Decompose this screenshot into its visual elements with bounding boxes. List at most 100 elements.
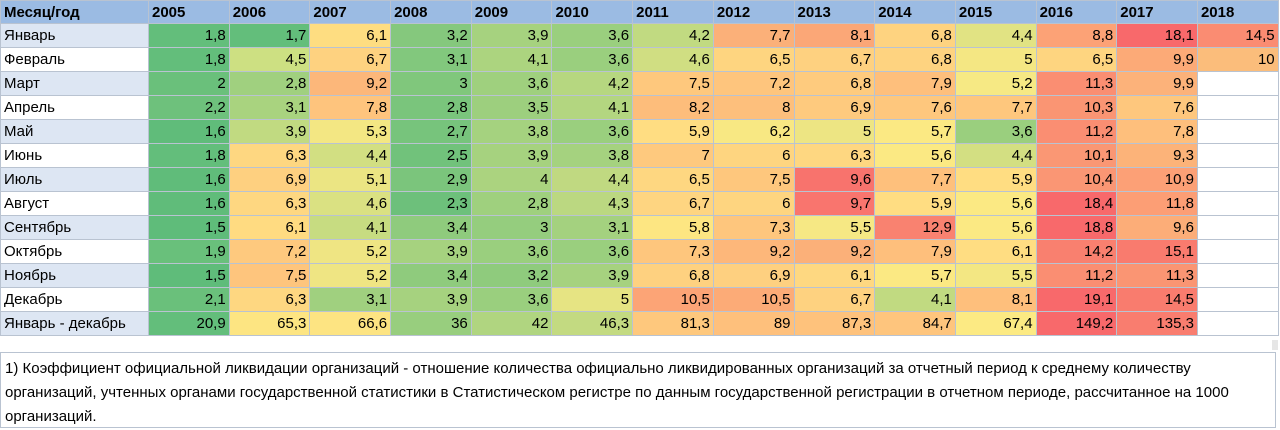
value-cell[interactable]: 11,3	[1035, 71, 1118, 96]
value-cell[interactable]: 4,2	[551, 71, 634, 96]
row-label[interactable]: Февраль	[0, 47, 149, 72]
value-cell[interactable]: 4,3	[551, 191, 634, 216]
value-cell[interactable]: 5,7	[874, 263, 956, 288]
value-cell[interactable]: 3,1	[390, 47, 472, 72]
value-cell[interactable]	[1196, 287, 1279, 312]
value-cell[interactable]: 2,8	[470, 191, 553, 216]
value-cell[interactable]: 1,7	[228, 23, 311, 48]
row-label[interactable]: Сентябрь	[0, 215, 149, 240]
value-cell[interactable]: 46,3	[551, 311, 634, 336]
value-cell[interactable]	[1196, 239, 1279, 264]
value-cell[interactable]: 84,7	[874, 311, 956, 336]
value-cell[interactable]: 4,6	[309, 191, 392, 216]
row-label[interactable]: Июнь	[0, 143, 149, 168]
value-cell[interactable]	[1196, 215, 1279, 240]
value-cell[interactable]: 10,1	[1035, 143, 1118, 168]
value-cell[interactable]: 5,8	[632, 215, 714, 240]
value-cell[interactable]	[1196, 263, 1279, 288]
value-cell[interactable]: 8,8	[1035, 23, 1118, 48]
row-label[interactable]: Октябрь	[0, 239, 149, 264]
value-cell[interactable]: 8,2	[632, 95, 714, 120]
value-cell[interactable]: 3,4	[390, 215, 472, 240]
value-cell[interactable]: 12,9	[874, 215, 956, 240]
value-cell[interactable]: 1,8	[148, 23, 230, 48]
value-cell[interactable]: 6,8	[793, 71, 876, 96]
value-cell[interactable]	[1196, 119, 1279, 144]
value-cell[interactable]: 6,8	[874, 23, 956, 48]
row-label[interactable]: Август	[0, 191, 149, 216]
value-cell[interactable]: 6,3	[228, 143, 311, 168]
value-cell[interactable]: 67,4	[954, 311, 1037, 336]
value-cell[interactable]: 5,2	[309, 239, 392, 264]
value-cell[interactable]: 135,3	[1116, 311, 1198, 336]
value-cell[interactable]: 6,3	[228, 191, 311, 216]
value-cell[interactable]: 11,2	[1035, 119, 1118, 144]
value-cell[interactable]: 3,9	[390, 287, 472, 312]
value-cell[interactable]: 14,5	[1196, 23, 1279, 48]
value-cell[interactable]: 4,2	[632, 23, 714, 48]
value-cell[interactable]: 6	[712, 191, 795, 216]
value-cell[interactable]: 4,1	[309, 215, 392, 240]
value-cell[interactable]: 5,2	[954, 71, 1037, 96]
value-cell[interactable]: 6,7	[793, 47, 876, 72]
value-cell[interactable]: 6,5	[1035, 47, 1118, 72]
value-cell[interactable]: 6,9	[712, 263, 795, 288]
value-cell[interactable]: 11,2	[1035, 263, 1118, 288]
value-cell[interactable]: 6,1	[793, 263, 876, 288]
value-cell[interactable]: 6,5	[632, 167, 714, 192]
value-cell[interactable]: 9,6	[1116, 215, 1198, 240]
value-cell[interactable]: 5,6	[874, 143, 956, 168]
value-cell[interactable]: 7,3	[632, 239, 714, 264]
value-cell[interactable]: 7,9	[874, 71, 956, 96]
value-cell[interactable]: 89	[712, 311, 795, 336]
value-cell[interactable]: 5	[793, 119, 876, 144]
value-cell[interactable]: 81,3	[632, 311, 714, 336]
value-cell[interactable]: 18,4	[1035, 191, 1118, 216]
value-cell[interactable]: 5,9	[874, 191, 956, 216]
value-cell[interactable]: 2,1	[148, 287, 230, 312]
header-year[interactable]: 2010	[551, 0, 634, 24]
value-cell[interactable]: 3	[470, 215, 553, 240]
value-cell[interactable]: 6,8	[874, 47, 956, 72]
value-cell[interactable]: 10,3	[1035, 95, 1118, 120]
header-year[interactable]: 2009	[470, 0, 553, 24]
value-cell[interactable]: 19,1	[1035, 287, 1118, 312]
value-cell[interactable]: 3,2	[390, 23, 472, 48]
row-label[interactable]: Март	[0, 71, 149, 96]
value-cell[interactable]: 7,2	[712, 71, 795, 96]
value-cell[interactable]: 149,2	[1035, 311, 1118, 336]
value-cell[interactable]: 7,6	[874, 95, 956, 120]
value-cell[interactable]	[1196, 191, 1279, 216]
value-cell[interactable]: 9,9	[1116, 71, 1198, 96]
value-cell[interactable]: 4	[470, 167, 553, 192]
value-cell[interactable]: 7,5	[632, 71, 714, 96]
value-cell[interactable]: 7,8	[309, 95, 392, 120]
value-cell[interactable]: 7,8	[1116, 119, 1198, 144]
value-cell[interactable]: 1,8	[148, 143, 230, 168]
value-cell[interactable]: 6,7	[793, 287, 876, 312]
value-cell[interactable]: 1,8	[148, 47, 230, 72]
value-cell[interactable]: 3,6	[551, 47, 634, 72]
row-label[interactable]: Декабрь	[0, 287, 149, 312]
value-cell[interactable]: 5,3	[309, 119, 392, 144]
value-cell[interactable]: 1,6	[148, 119, 230, 144]
value-cell[interactable]: 36	[390, 311, 472, 336]
value-cell[interactable]: 18,1	[1116, 23, 1198, 48]
value-cell[interactable]: 14,5	[1116, 287, 1198, 312]
value-cell[interactable]: 87,3	[793, 311, 876, 336]
value-cell[interactable]: 3,6	[551, 119, 634, 144]
row-label[interactable]: Май	[0, 119, 149, 144]
value-cell[interactable]: 9,7	[793, 191, 876, 216]
value-cell[interactable]: 3,9	[390, 239, 472, 264]
header-year[interactable]: 2006	[228, 0, 311, 24]
value-cell[interactable]	[1196, 311, 1279, 336]
value-cell[interactable]	[1196, 71, 1279, 96]
value-cell[interactable]: 2	[148, 71, 230, 96]
value-cell[interactable]: 4,6	[632, 47, 714, 72]
value-cell[interactable]: 1,5	[148, 263, 230, 288]
value-cell[interactable]: 7,2	[228, 239, 311, 264]
value-cell[interactable]: 1,9	[148, 239, 230, 264]
value-cell[interactable]: 3,2	[470, 263, 553, 288]
scroll-handle[interactable]	[1272, 340, 1278, 350]
value-cell[interactable]: 5,6	[954, 215, 1037, 240]
